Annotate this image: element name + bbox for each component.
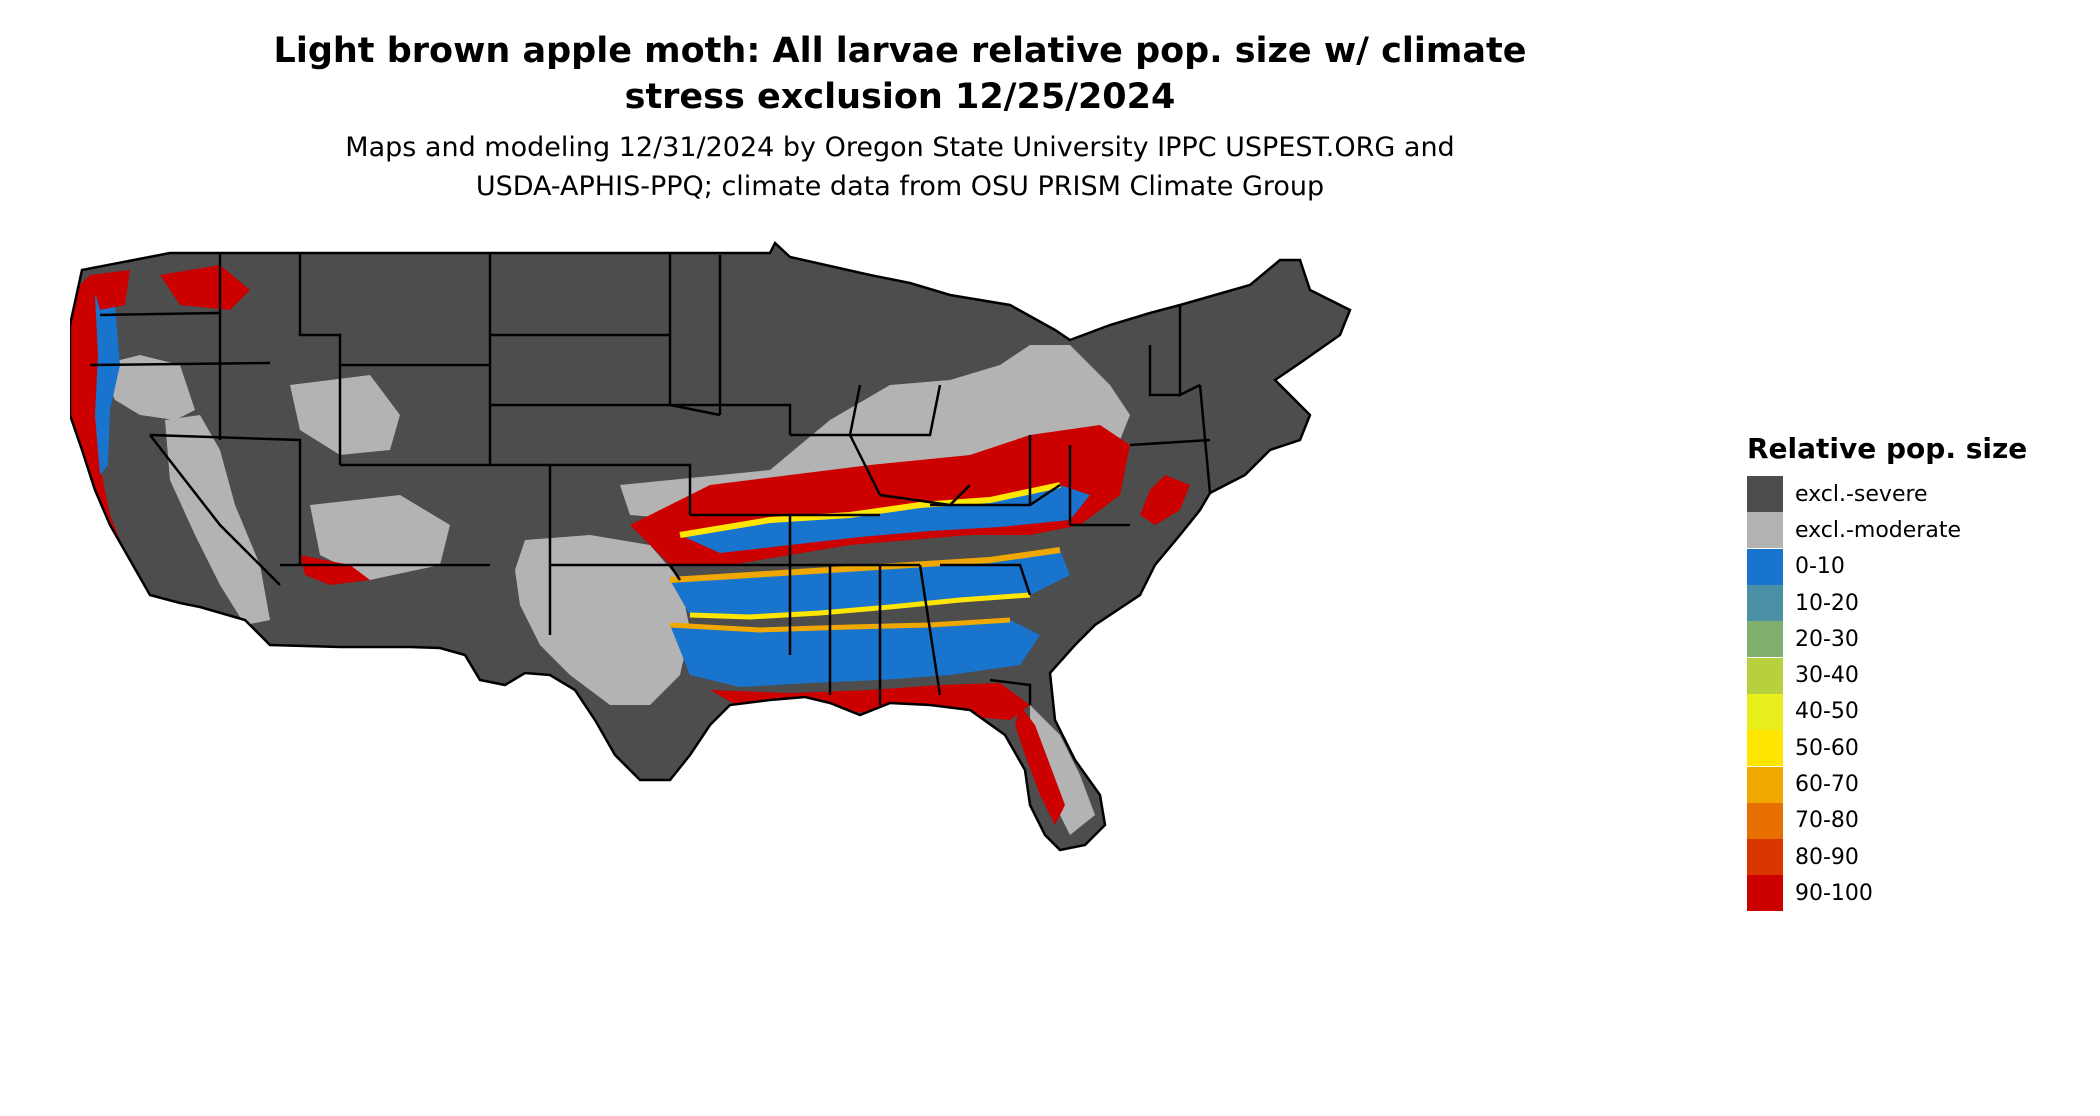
legend-label: 10-20 <box>1795 590 1859 616</box>
legend-title: Relative pop. size <box>1747 432 2028 465</box>
moderate-exclusion-southwest <box>310 495 450 580</box>
us-map-svg <box>70 240 1352 852</box>
legend-item-excl-moderate: excl.-moderate <box>1747 512 2087 549</box>
legend-swatch <box>1747 548 1783 585</box>
legend-item-0-10: 0-10 <box>1747 548 2087 585</box>
map-title-line1: Light brown apple moth: All larvae relat… <box>273 31 1527 71</box>
legend-item-10-20: 10-20 <box>1747 585 2087 622</box>
moderate-exclusion-northeast <box>620 345 1130 520</box>
transition-edge-4 <box>669 617 1011 633</box>
moderate-exclusion-great-basin <box>290 375 400 455</box>
legend-item-70-80: 70-80 <box>1747 802 2087 839</box>
high-suitability-arizona <box>300 555 370 585</box>
high-suitability-florida <box>1015 705 1065 825</box>
high-suitability-mid-atlantic <box>1140 475 1190 525</box>
map-subtitle-line2: USDA-APHIS-PPQ; climate data from OSU PR… <box>475 171 1325 202</box>
legend-item-50-60: 50-60 <box>1747 730 2087 767</box>
legend-swatch <box>1747 802 1783 839</box>
moderate-exclusion-texas <box>515 535 690 705</box>
legend-label: 70-80 <box>1795 808 1859 834</box>
moderate-exclusion-florida <box>1030 705 1095 835</box>
legend-item-80-90: 80-90 <box>1747 839 2087 876</box>
transition-edge-3 <box>689 592 1031 620</box>
legend-label: 0-10 <box>1795 554 1845 580</box>
legend-swatch <box>1747 730 1783 767</box>
legend-label: 20-30 <box>1795 626 1859 652</box>
legend-swatch <box>1747 766 1783 803</box>
map-subtitle-line1: Maps and modeling 12/31/2024 by Oregon S… <box>345 132 1455 163</box>
map-title-line2: stress exclusion 12/25/2024 <box>624 77 1176 117</box>
map-subtitle: Maps and modeling 12/31/2024 by Oregon S… <box>60 128 1740 206</box>
us-map <box>70 235 1720 1105</box>
legend: Relative pop. size excl.-severe excl.-mo… <box>1747 432 2087 912</box>
legend-label: 30-40 <box>1795 663 1859 689</box>
legend-item-40-50: 40-50 <box>1747 693 2087 730</box>
low-suitability-west-coast <box>95 295 120 475</box>
legend-item-20-30: 20-30 <box>1747 621 2087 658</box>
state-boundaries <box>70 240 1352 852</box>
map-title: Light brown apple moth: All larvae relat… <box>60 28 1740 120</box>
legend-item-excl-severe: excl.-severe <box>1747 476 2087 513</box>
legend-label: 40-50 <box>1795 699 1859 725</box>
low-suitability-band-2 <box>670 550 1070 617</box>
legend-swatch <box>1747 585 1783 622</box>
moderate-exclusion-oregon <box>100 355 195 420</box>
legend-label: excl.-severe <box>1795 481 1928 507</box>
legend-swatch <box>1747 875 1783 912</box>
legend-item-60-70: 60-70 <box>1747 766 2087 803</box>
transition-edge-2 <box>669 547 1061 583</box>
high-suitability-puget-sound <box>90 270 130 310</box>
legend-label: 60-70 <box>1795 772 1859 798</box>
legend-label: excl.-moderate <box>1795 517 1961 543</box>
legend-item-90-100: 90-100 <box>1747 875 2087 912</box>
transition-edge-1 <box>679 482 1061 538</box>
low-suitability-band-3 <box>670 620 1040 687</box>
legend-swatch <box>1747 512 1783 549</box>
high-suitability-inland-northwest <box>160 265 250 310</box>
legend-swatch <box>1747 621 1783 658</box>
legend-label: 50-60 <box>1795 735 1859 761</box>
legend-swatch <box>1747 657 1783 694</box>
legend-label: 80-90 <box>1795 844 1859 870</box>
legend-label: 90-100 <box>1795 880 1873 906</box>
legend-swatch <box>1747 839 1783 876</box>
legend-swatch <box>1747 476 1783 513</box>
legend-swatch <box>1747 693 1783 730</box>
legend-item-30-40: 30-40 <box>1747 657 2087 694</box>
